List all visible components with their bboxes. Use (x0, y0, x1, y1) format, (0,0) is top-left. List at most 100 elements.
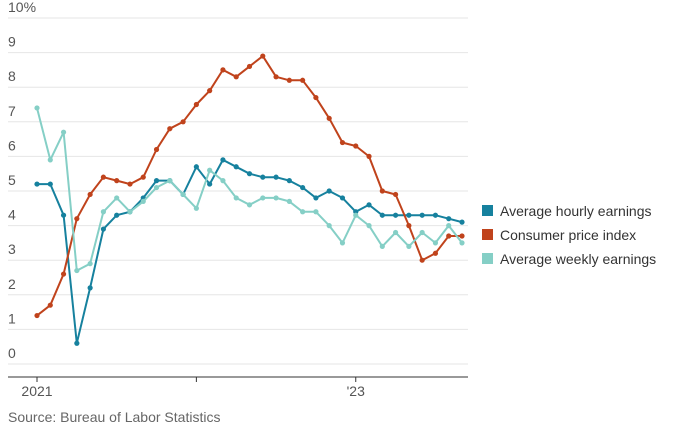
data-point-consumer-price-index-10 (167, 126, 173, 132)
data-point-average-weekly-earnings-12 (193, 205, 199, 211)
data-point-average-hourly-earnings-30 (432, 212, 439, 218)
data-point-average-weekly-earnings-24 (353, 212, 359, 218)
y-tick-label-3: 3 (8, 241, 16, 257)
data-point-consumer-price-index-27 (392, 191, 399, 198)
data-point-average-hourly-earnings-13 (207, 181, 213, 187)
data-point-average-weekly-earnings-31 (446, 223, 452, 229)
data-point-average-weekly-earnings-25 (366, 223, 372, 229)
data-point-average-weekly-earnings-17 (260, 195, 266, 201)
data-point-average-hourly-earnings-3 (74, 340, 80, 346)
legend-label-1: Consumer price index (500, 227, 636, 243)
data-point-average-hourly-earnings-18 (273, 174, 279, 180)
data-point-average-hourly-earnings-26 (379, 212, 385, 218)
data-point-average-hourly-earnings-20 (300, 184, 306, 191)
data-point-consumer-price-index-6 (114, 178, 120, 184)
data-point-average-hourly-earnings-29 (419, 212, 425, 218)
data-point-average-hourly-earnings-4 (87, 285, 93, 291)
data-point-average-weekly-earnings-3 (74, 267, 80, 274)
data-point-consumer-price-index-2 (60, 271, 67, 277)
data-point-average-weekly-earnings-26 (379, 243, 385, 249)
data-point-average-hourly-earnings-32 (459, 219, 465, 225)
y-axis-tick-labels: 0 1 2 3 4 5 6 7 8 9 10% (8, 0, 36, 361)
data-point-consumer-price-index-3 (74, 216, 80, 222)
data-point-consumer-price-index-16 (246, 63, 253, 70)
y-tick-label-7: 7 (8, 103, 16, 119)
series-line-consumer-price-index (36, 55, 463, 317)
series-consumer-price-index (34, 53, 465, 319)
data-point-consumer-price-index-8 (140, 174, 146, 180)
data-point-consumer-price-index-22 (326, 115, 332, 121)
data-point-average-hourly-earnings-23 (339, 195, 346, 201)
data-point-consumer-price-index-14 (220, 67, 226, 73)
legend-label-2: Average weekly earnings (500, 251, 656, 267)
y-tick-label-2: 2 (8, 276, 16, 292)
gridlines (8, 17, 468, 365)
legend-swatch-2 (482, 253, 493, 264)
data-point-consumer-price-index-1 (47, 302, 53, 308)
legend: Average hourly earnings Consumer price in… (482, 203, 656, 267)
series-line-average-hourly-earnings (36, 158, 463, 345)
data-point-consumer-price-index-0 (34, 312, 40, 319)
data-point-average-hourly-earnings-19 (286, 178, 292, 184)
data-point-average-weekly-earnings-13 (207, 167, 213, 173)
y-tick-label-0: 0 (8, 345, 16, 361)
data-point-average-weekly-earnings-8 (140, 198, 146, 204)
data-point-average-hourly-earnings-16 (246, 171, 253, 177)
data-point-average-weekly-earnings-0 (34, 105, 40, 111)
legend-swatch-1 (482, 229, 493, 240)
data-point-consumer-price-index-29 (419, 257, 425, 263)
data-point-average-weekly-earnings-20 (300, 209, 306, 215)
x-tick-label-24: '23 (347, 383, 365, 399)
data-point-consumer-price-index-31 (446, 233, 452, 239)
data-point-average-hourly-earnings-22 (326, 188, 332, 194)
data-point-average-weekly-earnings-29 (419, 229, 425, 236)
series-lines (34, 53, 465, 346)
data-point-average-hourly-earnings-31 (446, 216, 452, 222)
data-point-average-weekly-earnings-6 (114, 195, 120, 201)
data-point-consumer-price-index-11 (180, 119, 186, 125)
data-point-average-weekly-earnings-22 (326, 223, 332, 229)
x-axis: 2021 '23 (8, 376, 468, 399)
data-point-consumer-price-index-18 (273, 74, 279, 80)
y-tick-label-5: 5 (8, 172, 16, 188)
y-tick-label-6: 6 (8, 137, 16, 153)
series-average-hourly-earnings (34, 157, 465, 346)
data-point-average-hourly-earnings-2 (60, 212, 67, 218)
data-point-average-weekly-earnings-19 (286, 198, 292, 204)
data-point-consumer-price-index-20 (300, 77, 306, 83)
data-point-average-weekly-earnings-11 (180, 191, 186, 198)
data-point-average-weekly-earnings-9 (153, 184, 160, 191)
data-point-consumer-price-index-21 (313, 94, 319, 101)
data-point-average-hourly-earnings-21 (313, 195, 319, 201)
data-point-average-weekly-earnings-16 (246, 202, 253, 208)
data-point-average-weekly-earnings-10 (167, 178, 173, 184)
series-average-weekly-earnings (34, 105, 465, 274)
data-point-average-weekly-earnings-23 (339, 240, 346, 246)
data-point-average-weekly-earnings-7 (127, 209, 133, 215)
data-point-average-hourly-earnings-14 (220, 157, 226, 163)
data-point-consumer-price-index-19 (286, 77, 292, 83)
data-point-consumer-price-index-28 (406, 223, 412, 229)
data-point-consumer-price-index-23 (339, 139, 346, 146)
data-point-consumer-price-index-26 (379, 188, 385, 194)
y-tick-label-10: 10% (8, 0, 36, 15)
data-point-consumer-price-index-30 (432, 250, 439, 256)
data-point-average-weekly-earnings-18 (273, 195, 279, 201)
data-point-consumer-price-index-32 (459, 233, 465, 239)
data-point-consumer-price-index-15 (233, 74, 239, 80)
data-point-average-weekly-earnings-21 (313, 209, 319, 215)
data-point-consumer-price-index-13 (207, 88, 213, 94)
y-tick-label-8: 8 (8, 68, 16, 84)
data-point-average-weekly-earnings-4 (87, 261, 93, 267)
data-point-consumer-price-index-7 (127, 181, 133, 187)
data-point-average-weekly-earnings-27 (392, 229, 399, 236)
data-point-consumer-price-index-9 (153, 146, 160, 153)
data-point-consumer-price-index-17 (260, 53, 266, 59)
data-point-average-hourly-earnings-1 (47, 181, 53, 187)
source-note: Source: Bureau of Labor Statistics (8, 409, 221, 425)
data-point-average-hourly-earnings-25 (366, 202, 372, 208)
legend-label-0: Average hourly earnings (500, 203, 652, 219)
series-line-average-weekly-earnings (36, 107, 463, 272)
data-point-average-weekly-earnings-15 (233, 195, 239, 201)
